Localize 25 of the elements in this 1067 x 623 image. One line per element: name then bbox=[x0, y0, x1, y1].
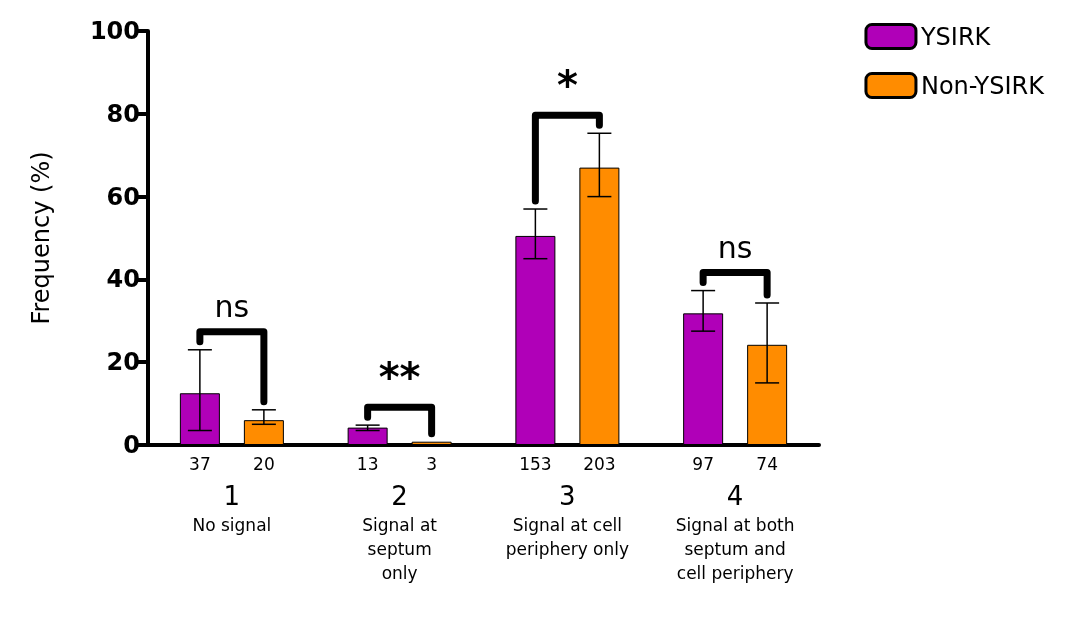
x-tick-label: 2 Signal at septum only bbox=[362, 481, 438, 583]
x-tick-label: 4 Signal at both septum and cell periphery bbox=[675, 481, 795, 583]
annotation: ** bbox=[378, 354, 421, 401]
y-tick-label: 80 bbox=[106, 99, 140, 128]
y-tick-label: 0 bbox=[123, 431, 140, 459]
y-tick-label: 20 bbox=[106, 348, 140, 377]
y-tick-label: 40 bbox=[106, 265, 140, 294]
legend-label: YSIRK bbox=[919, 22, 992, 51]
annotation: ns bbox=[214, 289, 250, 325]
y-tick-label: 100 bbox=[89, 17, 140, 45]
annotation: ns bbox=[717, 230, 753, 266]
text: 97 bbox=[692, 453, 714, 474]
text: 74 bbox=[756, 453, 778, 474]
legend-label: Non-YSIRK bbox=[920, 71, 1046, 100]
text: 13 bbox=[356, 453, 379, 474]
x-tick-label: 1 No signal bbox=[192, 481, 272, 535]
annotation: * bbox=[556, 62, 578, 109]
x-tick-label: 3 Signal at cell periphery only bbox=[505, 481, 630, 559]
text: 37 bbox=[189, 453, 211, 474]
y-axis-title: Frequency (%) bbox=[27, 151, 55, 325]
text: 20 bbox=[253, 453, 275, 474]
text: 203 bbox=[583, 453, 616, 474]
text: 3 bbox=[426, 453, 438, 474]
text: 153 bbox=[519, 453, 552, 474]
y-tick-label: 60 bbox=[106, 182, 140, 211]
